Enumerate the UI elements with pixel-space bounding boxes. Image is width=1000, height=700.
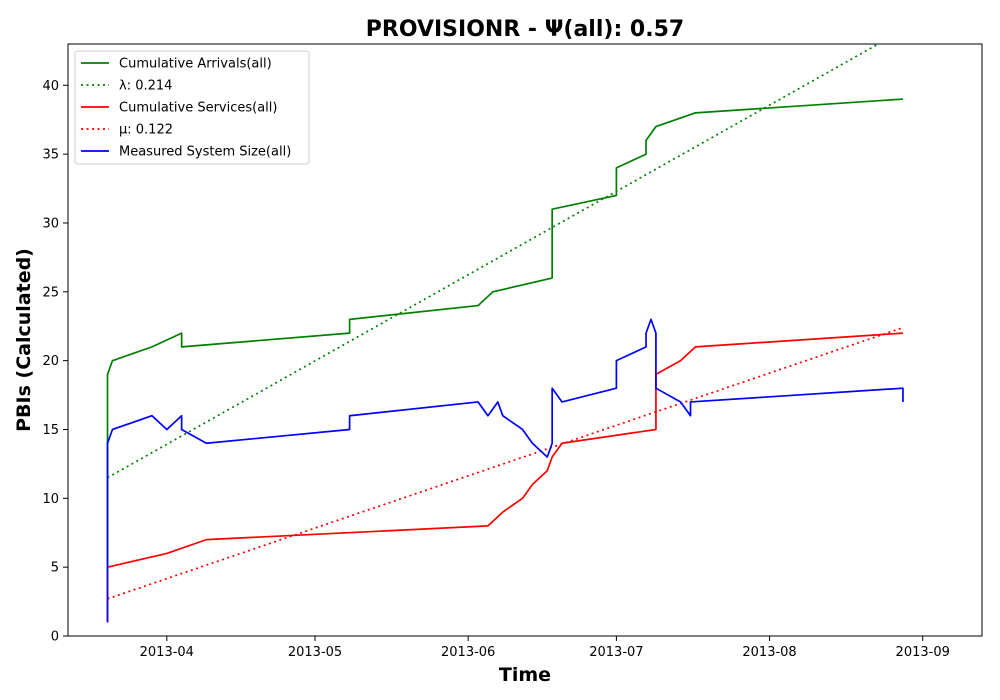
- x-axis-label: Time: [499, 664, 551, 686]
- y-tick-label: 35: [42, 148, 59, 163]
- x-tick-label: 2013-08: [742, 645, 796, 660]
- legend-label-1: λ: 0.214: [119, 79, 172, 94]
- y-axis-ticks: 0 5 10 15 20 25 30 35 40: [42, 79, 68, 645]
- x-tick-label: 2013-07: [589, 645, 643, 660]
- series-line-4: [106, 318, 904, 623]
- legend-label-2: Cumulative Services(all): [119, 101, 277, 116]
- x-axis-ticks: 2013-04 2013-05 2013-06 2013-07 2013-08 2013-…: [140, 636, 950, 660]
- series-layer: [106, 43, 904, 623]
- plot-frame: [67, 43, 983, 637]
- y-tick-label: 5: [51, 561, 59, 576]
- x-tick-label: 2013-06: [441, 645, 495, 660]
- x-tick-label: 2013-09: [896, 645, 950, 660]
- y-tick-label: 0: [51, 630, 59, 645]
- series-line-0: [106, 98, 904, 623]
- y-tick-label: 15: [42, 423, 59, 438]
- x-tick-label: 2013-05: [288, 645, 342, 660]
- chart-title: PROVISIONR - Ψ(all): 0.57: [366, 17, 684, 42]
- y-tick-label: 40: [42, 79, 59, 94]
- y-tick-label: 30: [42, 216, 59, 231]
- series-line-2: [106, 332, 904, 623]
- y-tick-label: 20: [42, 354, 59, 369]
- y-tick-label: 10: [42, 492, 59, 507]
- legend-label-4: Measured System Size(all): [119, 145, 291, 160]
- x-tick-label: 2013-04: [140, 645, 194, 660]
- y-axis-label: PBIs (Calculated): [13, 248, 35, 432]
- legend-label-0: Cumulative Arrivals(all): [119, 57, 272, 72]
- legend-label-3: μ: 0.122: [119, 123, 173, 138]
- y-tick-label: 25: [42, 285, 59, 300]
- legend-box: [74, 50, 310, 165]
- legend: Cumulative Arrivals(all) λ: 0.214 Cumulati…: [74, 50, 310, 165]
- series-line-3: [107, 326, 904, 600]
